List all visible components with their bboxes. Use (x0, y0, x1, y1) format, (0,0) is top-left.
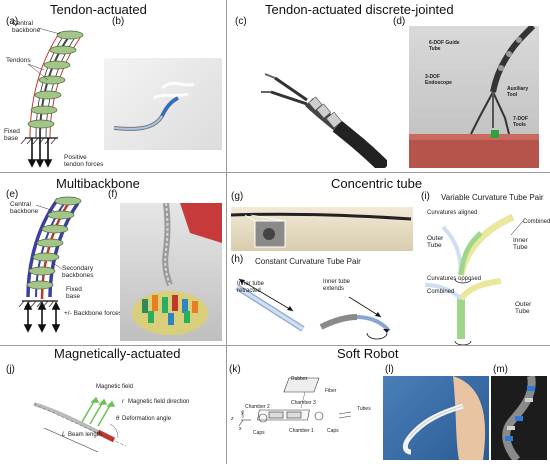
discrete-jointed-section: Tendon-actuated discrete-jointed (c) (d)… (227, 0, 550, 172)
panel-label: (m) (493, 364, 508, 375)
label-positive-forces: Positive tendon forces (64, 154, 108, 168)
soft-robot-schematic (235, 378, 363, 458)
label-aux-tool: Auxiliary Tool (507, 86, 537, 98)
label-magnetic-field: Magnetic field (96, 384, 133, 390)
label-endoscope: 3-DOF Endoscope (425, 74, 461, 86)
multibackbone-photo (120, 203, 222, 341)
label-tubes: Tubes (357, 406, 371, 412)
label-caps: Caps (253, 430, 265, 436)
label-guide-tube: 6-DOF Guide Tube (429, 40, 465, 52)
label-combined: Combined (523, 219, 550, 225)
panel-label: (g) (231, 191, 243, 202)
discrete-instrument-photo (247, 30, 387, 168)
panel-label: (d) (393, 16, 405, 27)
axis-x: x (239, 426, 242, 432)
symbol-l: L (62, 432, 65, 438)
panel-label: (k) (229, 364, 241, 375)
magnetic-section: Magnetically-actuated (j) Magnetic field… (0, 346, 226, 464)
label-caps: Caps (327, 428, 339, 434)
label-backbone-forces: +/- Backbone forces (64, 310, 122, 317)
symbol-r: r (122, 399, 124, 405)
soft-robot-photo-m (491, 376, 547, 460)
label-field-direction: Magnetic field direction (128, 399, 189, 405)
tendon-photo (104, 58, 222, 150)
multibackbone-section: Multibackbone (e) (f) (0, 173, 226, 345)
section-title: Concentric tube (331, 176, 422, 191)
label-inner-retracted: Inner tube retracted (237, 281, 271, 295)
soft-robot-photo-l (383, 376, 489, 460)
concentric-photo (231, 207, 413, 251)
label-chamber2: Chamber 2 (245, 404, 270, 410)
tendon-actuated-section: Tendon-actuated (a) (b) (0, 0, 226, 172)
panel-label: (i) (421, 191, 430, 202)
label-secondary-backbones: Secondary backbones (62, 265, 106, 279)
section-title: Soft Robot (337, 346, 398, 361)
label-central-backbone: Central backbone (12, 20, 46, 34)
panel-label: (h) (231, 254, 243, 265)
label-chamber1: Chamber 1 (289, 428, 314, 434)
label-combined: Combined (427, 289, 454, 295)
label-outer-tube: Outer Tube (515, 301, 535, 315)
section-title: Tendon-actuated discrete-jointed (265, 2, 454, 17)
panel-label: (b) (112, 16, 124, 27)
label-fixed-base: Fixed base (66, 286, 88, 300)
label-fixed-base: Fixed base (4, 128, 24, 142)
label-deformation-angle: Deformation angle (122, 416, 171, 422)
tendon-robot-diagram (0, 10, 110, 170)
soft-robot-section: Soft Robot (k) (l) (m) Rubber Fiber Cham… (227, 346, 550, 464)
constant-curvature-title: Constant Curvature Tube Pair (255, 257, 361, 266)
magnetic-diagram (14, 364, 214, 464)
label-tools: 7-DOF Tools (513, 116, 537, 128)
label-tendons: Tendons (6, 57, 31, 64)
label-beam-length: Beam length (68, 432, 102, 438)
concentric-tube-section: Concentric tube (g) (h) (i) Constant Cur… (227, 173, 550, 345)
discrete-system-photo: 6-DOF Guide Tube 3-DOF Endoscope Auxilia… (409, 26, 539, 168)
panel-label: (l) (385, 364, 394, 375)
label-fiber: Fiber (325, 388, 336, 394)
section-title: Magnetically-actuated (54, 346, 180, 361)
label-chamber3: Chamber 3 (291, 400, 316, 406)
axis-z: z (231, 416, 234, 422)
label-inner-extends: Inner tube extends (323, 279, 353, 293)
variable-curvature-title: Variable Curvature Tube Pair (441, 193, 544, 202)
label-inner-tube: Inner Tube (513, 237, 533, 251)
label-rubber: Rubber (291, 376, 307, 382)
label-outer-tube: Outer Tube (427, 235, 447, 249)
symbol-theta: θ (116, 416, 119, 422)
panel-label: (c) (235, 16, 247, 27)
axis-y: y (241, 410, 244, 416)
label-central-backbone: Central backbone (10, 201, 44, 215)
